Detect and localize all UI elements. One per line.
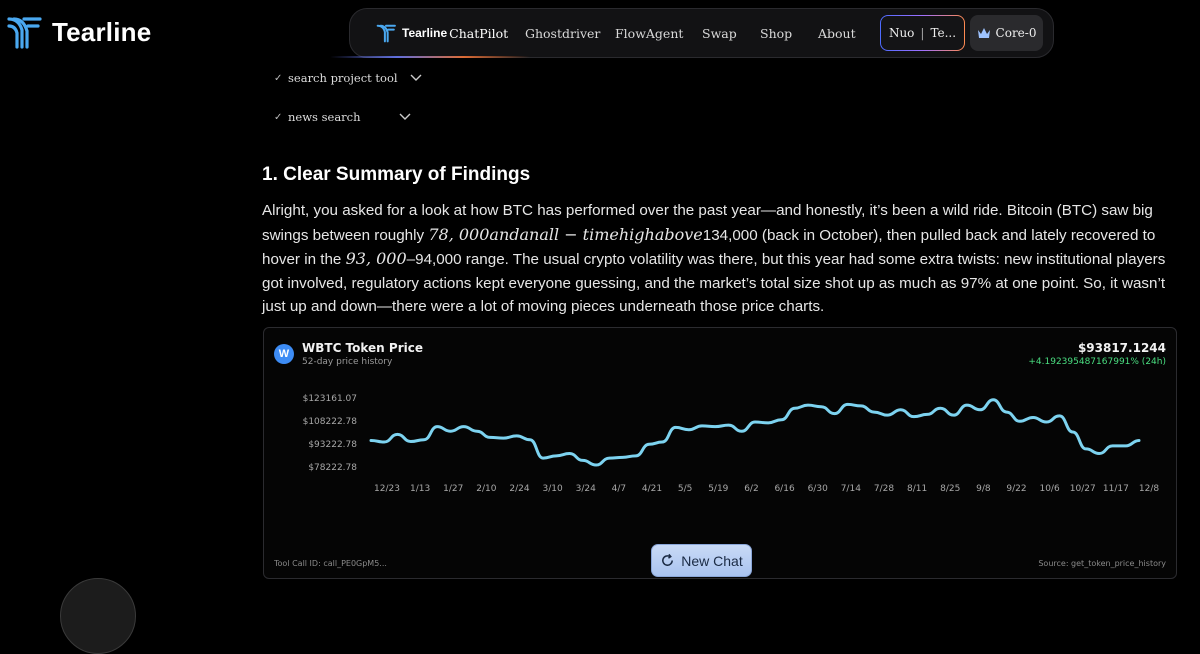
nav-shop[interactable]: Shop bbox=[760, 26, 793, 41]
data-source: Source: get_token_price_history bbox=[1038, 559, 1166, 568]
x-tick-label: 5/5 bbox=[678, 484, 692, 494]
x-tick-label: 3/24 bbox=[576, 484, 596, 494]
new-chat-button[interactable]: New Chat bbox=[651, 544, 752, 577]
nav-logo-bold: Tearline bbox=[402, 26, 448, 40]
x-tick-label: 3/10 bbox=[543, 484, 563, 494]
top-nav: Tearline ChatPilot Ghostdriver FlowAgent… bbox=[349, 8, 1054, 58]
x-tick-label: 2/10 bbox=[476, 484, 496, 494]
tool-call-news-search[interactable]: ✓ news search bbox=[274, 110, 411, 124]
x-tick-label: 6/2 bbox=[744, 484, 758, 494]
account-pill-separator: | bbox=[920, 26, 925, 40]
section-heading: 1. Clear Summary of Findings bbox=[262, 164, 531, 185]
x-tick-label: 7/28 bbox=[874, 484, 894, 494]
x-tick-label: 11/17 bbox=[1103, 484, 1129, 494]
nav-swap[interactable]: Swap bbox=[702, 26, 737, 41]
nav-flowagent[interactable]: FlowAgent bbox=[615, 26, 684, 41]
x-tick-label: 6/16 bbox=[774, 484, 794, 494]
tearline-logo-icon bbox=[7, 17, 42, 49]
summary-text-2: 134,000 (back in October), then pulled b… bbox=[262, 226, 1156, 269]
refresh-icon bbox=[662, 553, 674, 566]
x-tick-label: 9/8 bbox=[976, 484, 991, 494]
tool-call-id: Tool Call ID: call_PE0GpM5... bbox=[274, 559, 387, 568]
account-pill[interactable]: Nuo | Te... bbox=[880, 15, 965, 51]
x-tick-label: 4/21 bbox=[642, 484, 662, 494]
x-tick-label: 4/7 bbox=[612, 484, 626, 494]
nav-glow-line bbox=[330, 56, 530, 58]
x-tick-label: 8/25 bbox=[940, 484, 960, 494]
token-price-card: W WBTC Token Price 52-day price history … bbox=[263, 327, 1177, 579]
x-tick-label: 6/30 bbox=[808, 484, 828, 494]
summary-text-1: Alright, you asked for a look at how BTC… bbox=[262, 202, 1153, 244]
summary-math-1: 78, 000andanall − timehighabove bbox=[428, 224, 703, 244]
chevron-down-icon bbox=[410, 74, 422, 81]
tool-call-label: news search bbox=[288, 110, 361, 124]
y-tick-label: $93222.78 bbox=[308, 440, 357, 450]
x-tick-label: 12/8 bbox=[1139, 484, 1159, 494]
x-tick-label: 1/13 bbox=[410, 484, 430, 494]
account-pill-left: Nuo bbox=[888, 26, 915, 40]
y-tick-label: $123161.07 bbox=[303, 394, 357, 404]
brand-name: Tearline bbox=[52, 16, 152, 47]
crown-icon bbox=[977, 28, 990, 38]
x-tick-label: 2/24 bbox=[509, 484, 529, 494]
summary-math-2: 93, 000 bbox=[345, 249, 407, 268]
y-tick-label: $78222.78 bbox=[308, 463, 357, 473]
check-icon: ✓ bbox=[274, 72, 283, 84]
token-price: $93817.1244 bbox=[1077, 341, 1166, 355]
token-change: +4.1923954871679​91% (24h) bbox=[1028, 357, 1166, 367]
x-tick-label: 5/19 bbox=[708, 484, 728, 494]
nav-about[interactable]: About bbox=[818, 26, 856, 41]
x-tick-label: 12/23 bbox=[374, 484, 400, 494]
summary-paragraph: Alright, you asked for a look at how BTC… bbox=[262, 199, 1167, 319]
price-series-line bbox=[369, 398, 1141, 467]
x-tick-label: 7/14 bbox=[841, 484, 861, 494]
brand-logo[interactable]: Tearline bbox=[6, 14, 151, 50]
x-tick-label: 10/6 bbox=[1039, 484, 1059, 494]
token-name: WBTC Token Price bbox=[302, 341, 423, 355]
check-icon: ✓ bbox=[274, 111, 283, 123]
account-pill-right: Te... bbox=[930, 26, 957, 40]
core-label: Core-0 bbox=[995, 26, 1037, 40]
avatar[interactable] bbox=[60, 578, 136, 654]
x-tick-label: 10/27 bbox=[1070, 484, 1096, 494]
summary-text-3: –94,000 range. The usual crypto volatili… bbox=[262, 251, 1166, 315]
price-chart: $123161.07 $108222.78 $93222.78 $78222.78 12… bbox=[303, 394, 1160, 494]
token-subtitle: 52-day price history bbox=[302, 357, 393, 367]
y-tick-label: $108222.78 bbox=[303, 417, 358, 427]
nav-ghostdriver[interactable]: Ghostdriver bbox=[525, 26, 601, 41]
nav-logo-rest: ChatPilot bbox=[449, 25, 509, 41]
tool-call-search-project[interactable]: ✓ search project tool bbox=[274, 71, 422, 85]
x-tick-label: 8/11 bbox=[907, 484, 927, 494]
nav-chatpilot-link[interactable]: Tearline ChatPilot bbox=[376, 23, 508, 43]
x-tick-label: 1/27 bbox=[443, 484, 463, 494]
core-badge[interactable]: Core-0 bbox=[970, 15, 1043, 51]
token-avatar: W bbox=[274, 344, 294, 364]
x-tick-label: 9/22 bbox=[1006, 484, 1026, 494]
tool-call-label: search project tool bbox=[288, 71, 398, 85]
chevron-down-icon bbox=[399, 113, 411, 120]
new-chat-label: New Chat bbox=[681, 552, 743, 569]
tearline-small-logo-icon bbox=[376, 24, 396, 43]
